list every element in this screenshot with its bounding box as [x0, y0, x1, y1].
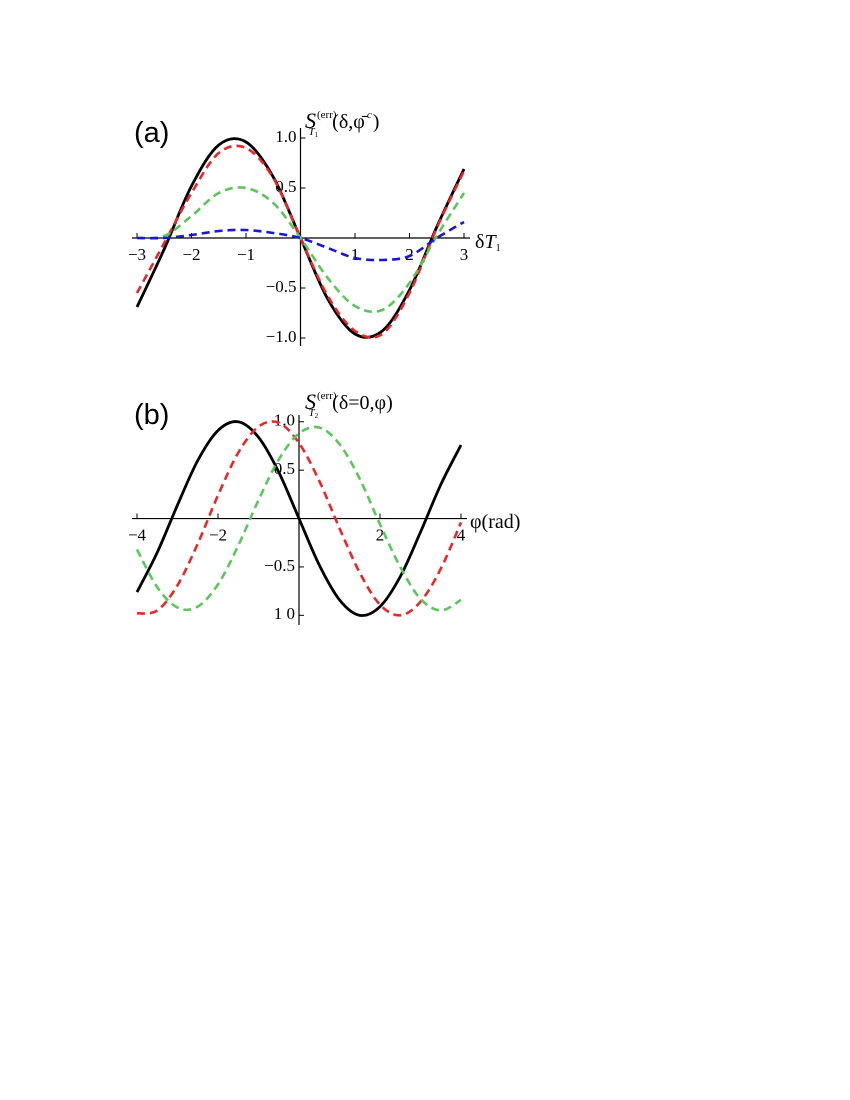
series-line: [135, 420, 463, 617]
y-tick-label: −0.5: [264, 556, 295, 575]
y-axis-label: S(err) T1(δ,φ̄ c): [305, 108, 379, 139]
series-line: [135, 144, 466, 339]
y-tick-label: −1.0: [266, 327, 297, 346]
series-line: [136, 420, 463, 617]
y-tick-label: −0.5: [266, 277, 297, 296]
x-tick-label: −2: [182, 245, 200, 264]
x-tick-label: 1: [351, 245, 360, 264]
panel-label: (b): [134, 399, 169, 431]
x-axis-label: δT1: [475, 231, 501, 254]
x-tick-label: −4: [128, 525, 147, 544]
series-line: [136, 186, 466, 314]
series-line: [136, 220, 465, 262]
y-tick-label: 1 0: [274, 604, 295, 623]
x-tick-label: −3: [128, 245, 146, 264]
y-axis-label: S(err) T2(δ=0,φ): [305, 389, 393, 420]
x-tick-label: 3: [460, 245, 469, 264]
x-axis-label: φ(rad): [470, 511, 520, 533]
x-tick-label: −1: [237, 245, 255, 264]
x-tick-label: −2: [209, 525, 227, 544]
y-tick-label: 1.0: [275, 127, 296, 146]
x-tick-label: 2: [405, 245, 414, 264]
y-tick-label: 1.0: [274, 411, 295, 430]
panel-label: (a): [134, 117, 169, 149]
x-tick-label: 4: [457, 525, 466, 544]
x-tick-label: 2: [376, 525, 385, 544]
